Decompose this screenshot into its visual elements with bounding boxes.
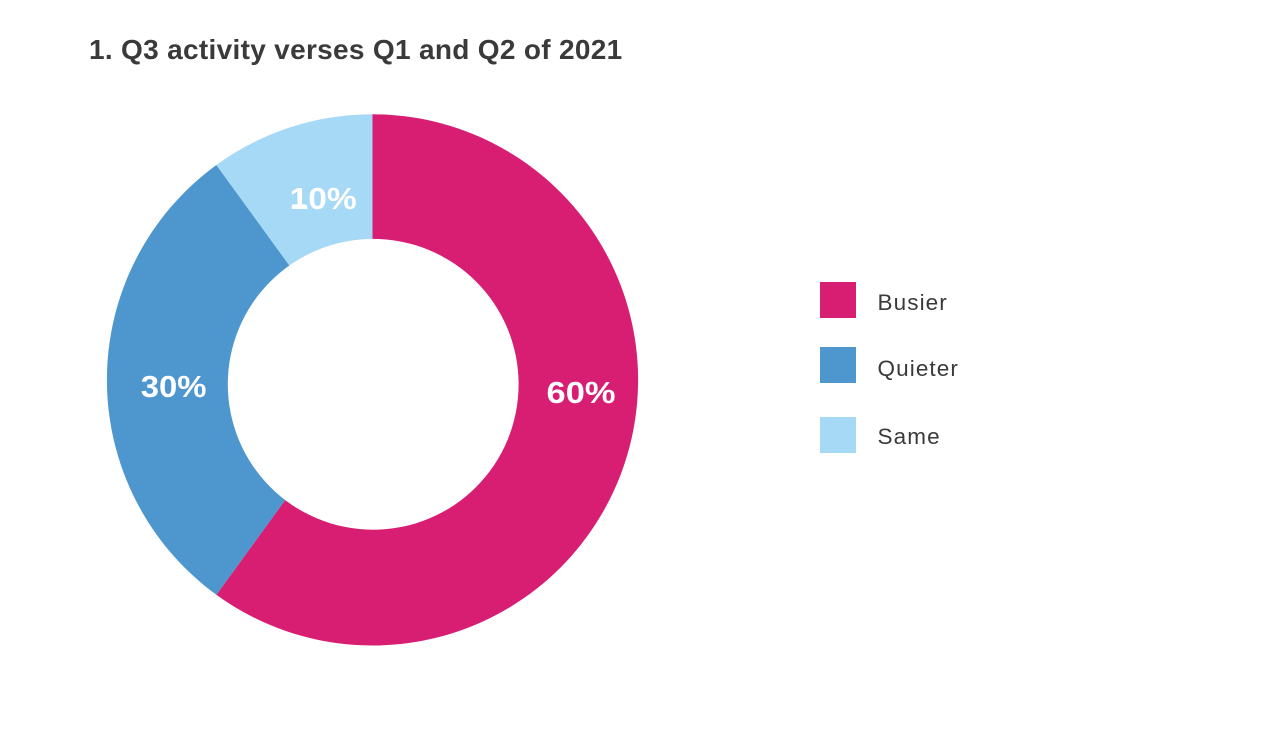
svg-text:30%: 30%	[141, 369, 207, 404]
svg-text:10%: 10%	[290, 181, 357, 216]
svg-text:60%: 60%	[547, 375, 616, 410]
